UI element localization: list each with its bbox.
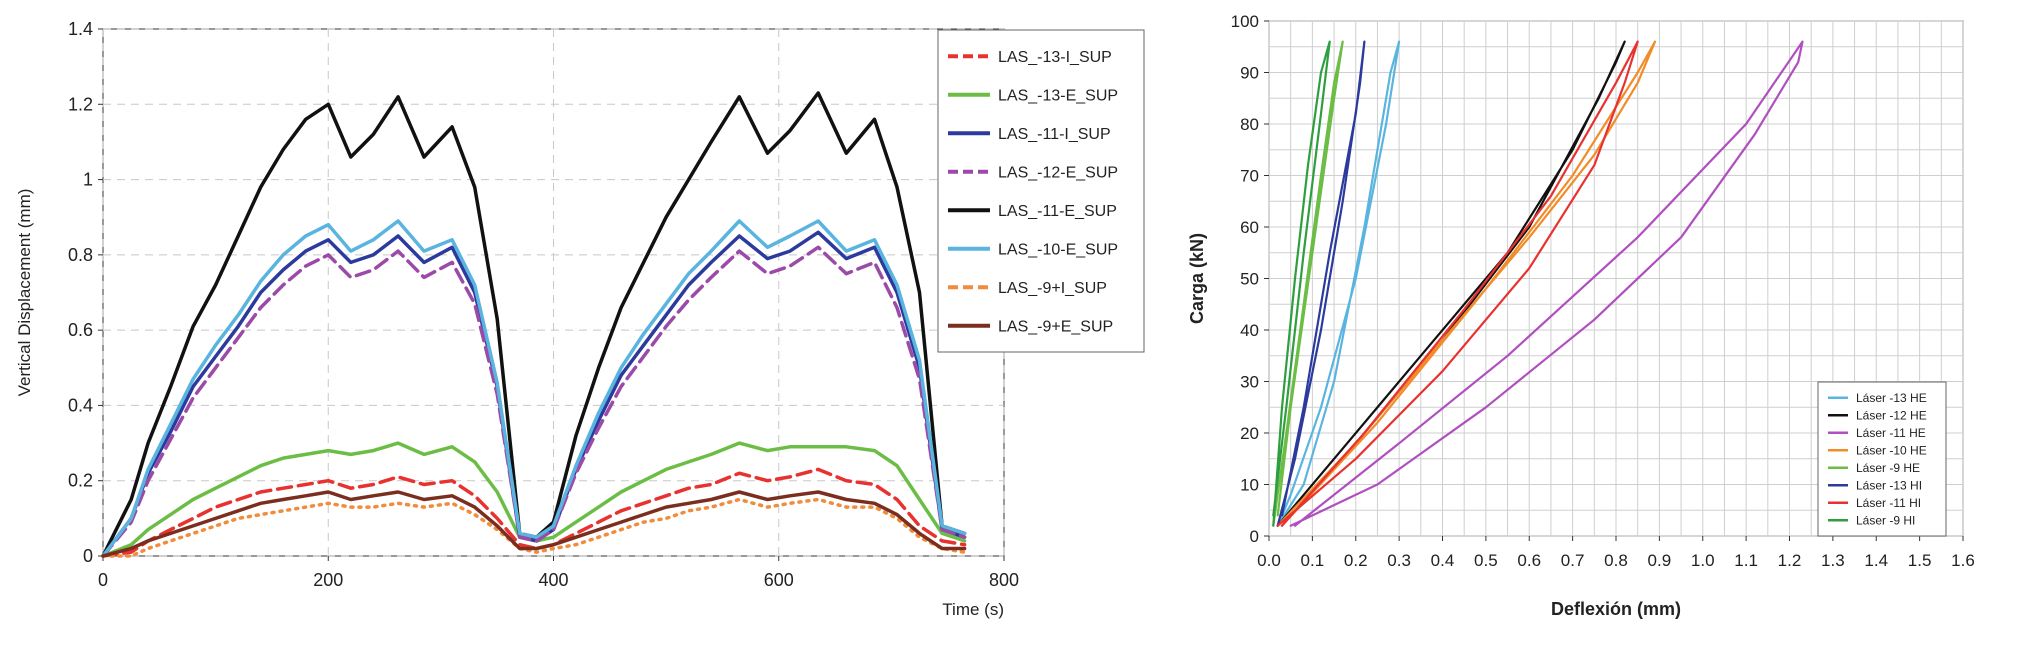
series-group <box>1272 40 1804 527</box>
series-line-1 <box>101 467 967 558</box>
y-tick-label: 100 <box>1231 12 1259 31</box>
series-line-5 <box>1272 40 1344 527</box>
x-axis-label: Deflexión (mm) <box>1551 599 1681 619</box>
y-tick-label: 20 <box>1240 424 1259 443</box>
y-tick-label: 0 <box>1250 527 1259 546</box>
series-line-7 <box>1276 40 1639 527</box>
x-axis-label: Time (s) <box>942 600 1004 619</box>
y-tick-label: 40 <box>1240 321 1259 340</box>
y-tick-label: 0.4 <box>68 395 93 415</box>
legend-label: LAS_-13-E_SUP <box>998 87 1118 104</box>
series-line-6 <box>101 219 967 558</box>
legend-label: LAS_-13-I_SUP <box>998 49 1112 66</box>
x-tick-label: 600 <box>764 570 794 590</box>
series-line-7 <box>101 497 967 558</box>
legend-box <box>937 29 1145 353</box>
x-tick-label: 0.2 <box>1344 551 1368 570</box>
legend-label: Láser -11 HE <box>1856 426 1926 440</box>
legend-box <box>1817 381 1947 537</box>
x-tick-label: 0.6 <box>1517 551 1541 570</box>
y-tick-label: 80 <box>1240 115 1259 134</box>
y-tick-label: 1.2 <box>68 94 93 114</box>
y-tick-label: 1.4 <box>68 19 93 39</box>
legend: Láser -13 HE Láser -12 HE Láser -11 HE Láse… <box>1817 381 1947 537</box>
series-line-3 <box>1289 40 1804 527</box>
legend-label: LAS_-11-I_SUP <box>998 126 1111 143</box>
x-tick-label: 0.5 <box>1474 551 1498 570</box>
y-tick-label: 1 <box>83 170 93 190</box>
y-tick-label: 90 <box>1240 64 1259 83</box>
legend-label: Láser -13 HI <box>1856 478 1922 492</box>
x-tick-label: 1.0 <box>1691 551 1715 570</box>
series-line-8 <box>101 490 967 558</box>
legend-label: LAS_-10-E_SUP <box>998 241 1118 258</box>
y-tick-label: 0.8 <box>68 245 93 265</box>
y-axis-label: Vertical Displacement (mm) <box>15 189 34 397</box>
series-line-4 <box>101 245 967 558</box>
legend-label: LAS_-9+E_SUP <box>998 318 1113 335</box>
legend: LAS_-13-I_SUP LAS_-13-E_SUP LAS_-11-I_SUP L… <box>937 29 1145 353</box>
x-tick-label: 0.0 <box>1257 551 1281 570</box>
x-tick-label: 1.4 <box>1864 551 1888 570</box>
series-line-1 <box>1276 40 1401 527</box>
x-tick-label: 0.8 <box>1604 551 1628 570</box>
legend-label: Láser -9 HI <box>1856 513 1915 527</box>
series-line-6 <box>1276 40 1366 527</box>
x-tick-label: 200 <box>313 570 343 590</box>
y-tick-label: 70 <box>1240 167 1259 186</box>
legend-label: Láser -12 HE <box>1856 408 1927 422</box>
legend-label: Láser -11 HI <box>1856 496 1921 510</box>
y-tick-label: 50 <box>1240 270 1259 289</box>
legend-label: LAS_-11-E_SUP <box>998 203 1117 220</box>
x-tick-label: 1.5 <box>1908 551 1932 570</box>
x-tick-label: 1.1 <box>1734 551 1758 570</box>
series-line-4 <box>1276 40 1657 527</box>
chart-1: 0 200 400 600 800 0 0.2 0.4 0.6 0.8 1 1.2 1.4 Time (s… <box>15 19 1145 619</box>
x-tick-label: 1.3 <box>1821 551 1845 570</box>
series-group <box>101 91 967 558</box>
x-tick-label: 0.7 <box>1561 551 1585 570</box>
legend-label: LAS_-12-E_SUP <box>998 164 1118 181</box>
x-tick-label: 800 <box>989 570 1019 590</box>
y-tick-label: 0.6 <box>68 320 93 340</box>
x-tick-label: 1.2 <box>1778 551 1802 570</box>
legend-label: Láser -10 HE <box>1856 443 1927 457</box>
series-line-8 <box>1272 40 1331 527</box>
y-tick-label: 30 <box>1240 373 1259 392</box>
x-tick-label: 1.6 <box>1951 551 1975 570</box>
legend-label: Láser -9 HE <box>1856 461 1920 475</box>
x-tick-label: 0.3 <box>1387 551 1411 570</box>
y-tick-label: 0 <box>83 546 93 566</box>
y-tick-label: 60 <box>1240 218 1259 237</box>
x-tick-label: 0 <box>98 570 108 590</box>
y-axis-label: Carga (kN) <box>1187 233 1207 324</box>
legend-label: LAS_-9+I_SUP <box>998 280 1107 297</box>
chart-2: 0.0 0.1 0.2 0.3 0.4 0.5 0.6 0.7 0.8 0.9 1.0 1.1 1.2 1… <box>1187 12 1975 619</box>
x-tick-label: 0.9 <box>1648 551 1672 570</box>
y-tick-label: 10 <box>1240 476 1259 495</box>
x-tick-label: 0.1 <box>1301 551 1325 570</box>
y-tick-label: 0.2 <box>68 471 93 491</box>
x-tick-label: 400 <box>538 570 568 590</box>
x-tick-label: 0.4 <box>1431 551 1455 570</box>
legend-label: Láser -13 HE <box>1856 391 1927 405</box>
